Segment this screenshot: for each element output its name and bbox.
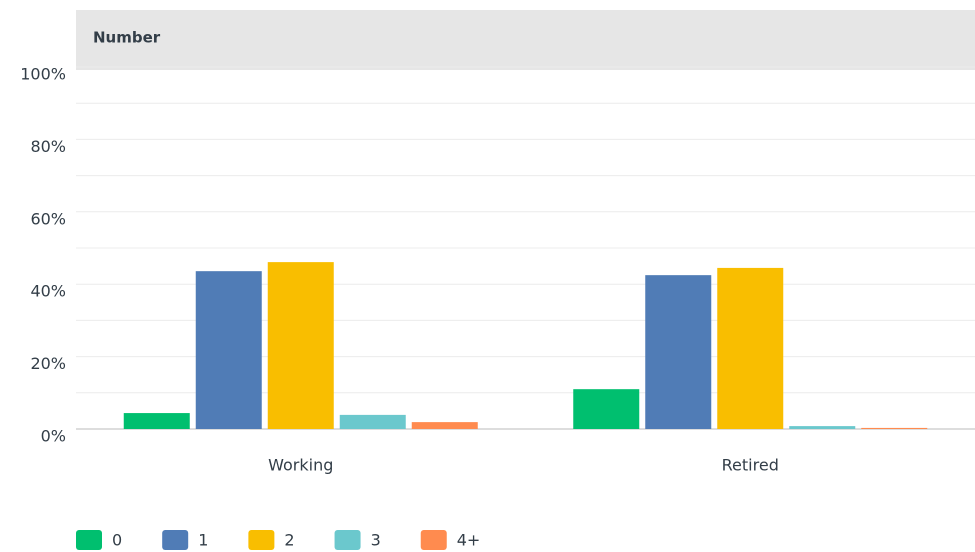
header-band [76, 10, 975, 70]
legend-label: 2 [284, 531, 294, 550]
y-tick-label: 40% [30, 282, 66, 301]
y-tick-label: 60% [30, 209, 66, 228]
y-tick-label: 80% [30, 137, 66, 156]
bar [573, 389, 640, 429]
y-tick-label: 100% [20, 65, 66, 84]
legend-swatch [248, 530, 275, 550]
bar [645, 275, 712, 429]
bar [123, 413, 190, 429]
bar [195, 271, 262, 429]
bar [267, 262, 334, 429]
legend-swatch [334, 530, 361, 550]
bar [411, 422, 478, 429]
legend-swatch [162, 530, 189, 550]
x-tick-label: Retired [722, 456, 779, 475]
legend-swatch [420, 530, 447, 550]
legend-label: 4+ [457, 531, 481, 550]
chart-title: Number [93, 29, 161, 47]
y-tick-label: 0% [41, 427, 66, 446]
bar [717, 267, 784, 429]
legend-label: 0 [112, 531, 122, 550]
y-tick-label: 20% [30, 354, 66, 373]
bar [861, 427, 928, 429]
legend-label: 3 [371, 531, 381, 550]
legend-swatch [76, 530, 102, 550]
bar [339, 414, 406, 429]
legend-label: 1 [198, 531, 208, 550]
x-tick-label: Working [268, 456, 333, 475]
bar [789, 426, 856, 429]
